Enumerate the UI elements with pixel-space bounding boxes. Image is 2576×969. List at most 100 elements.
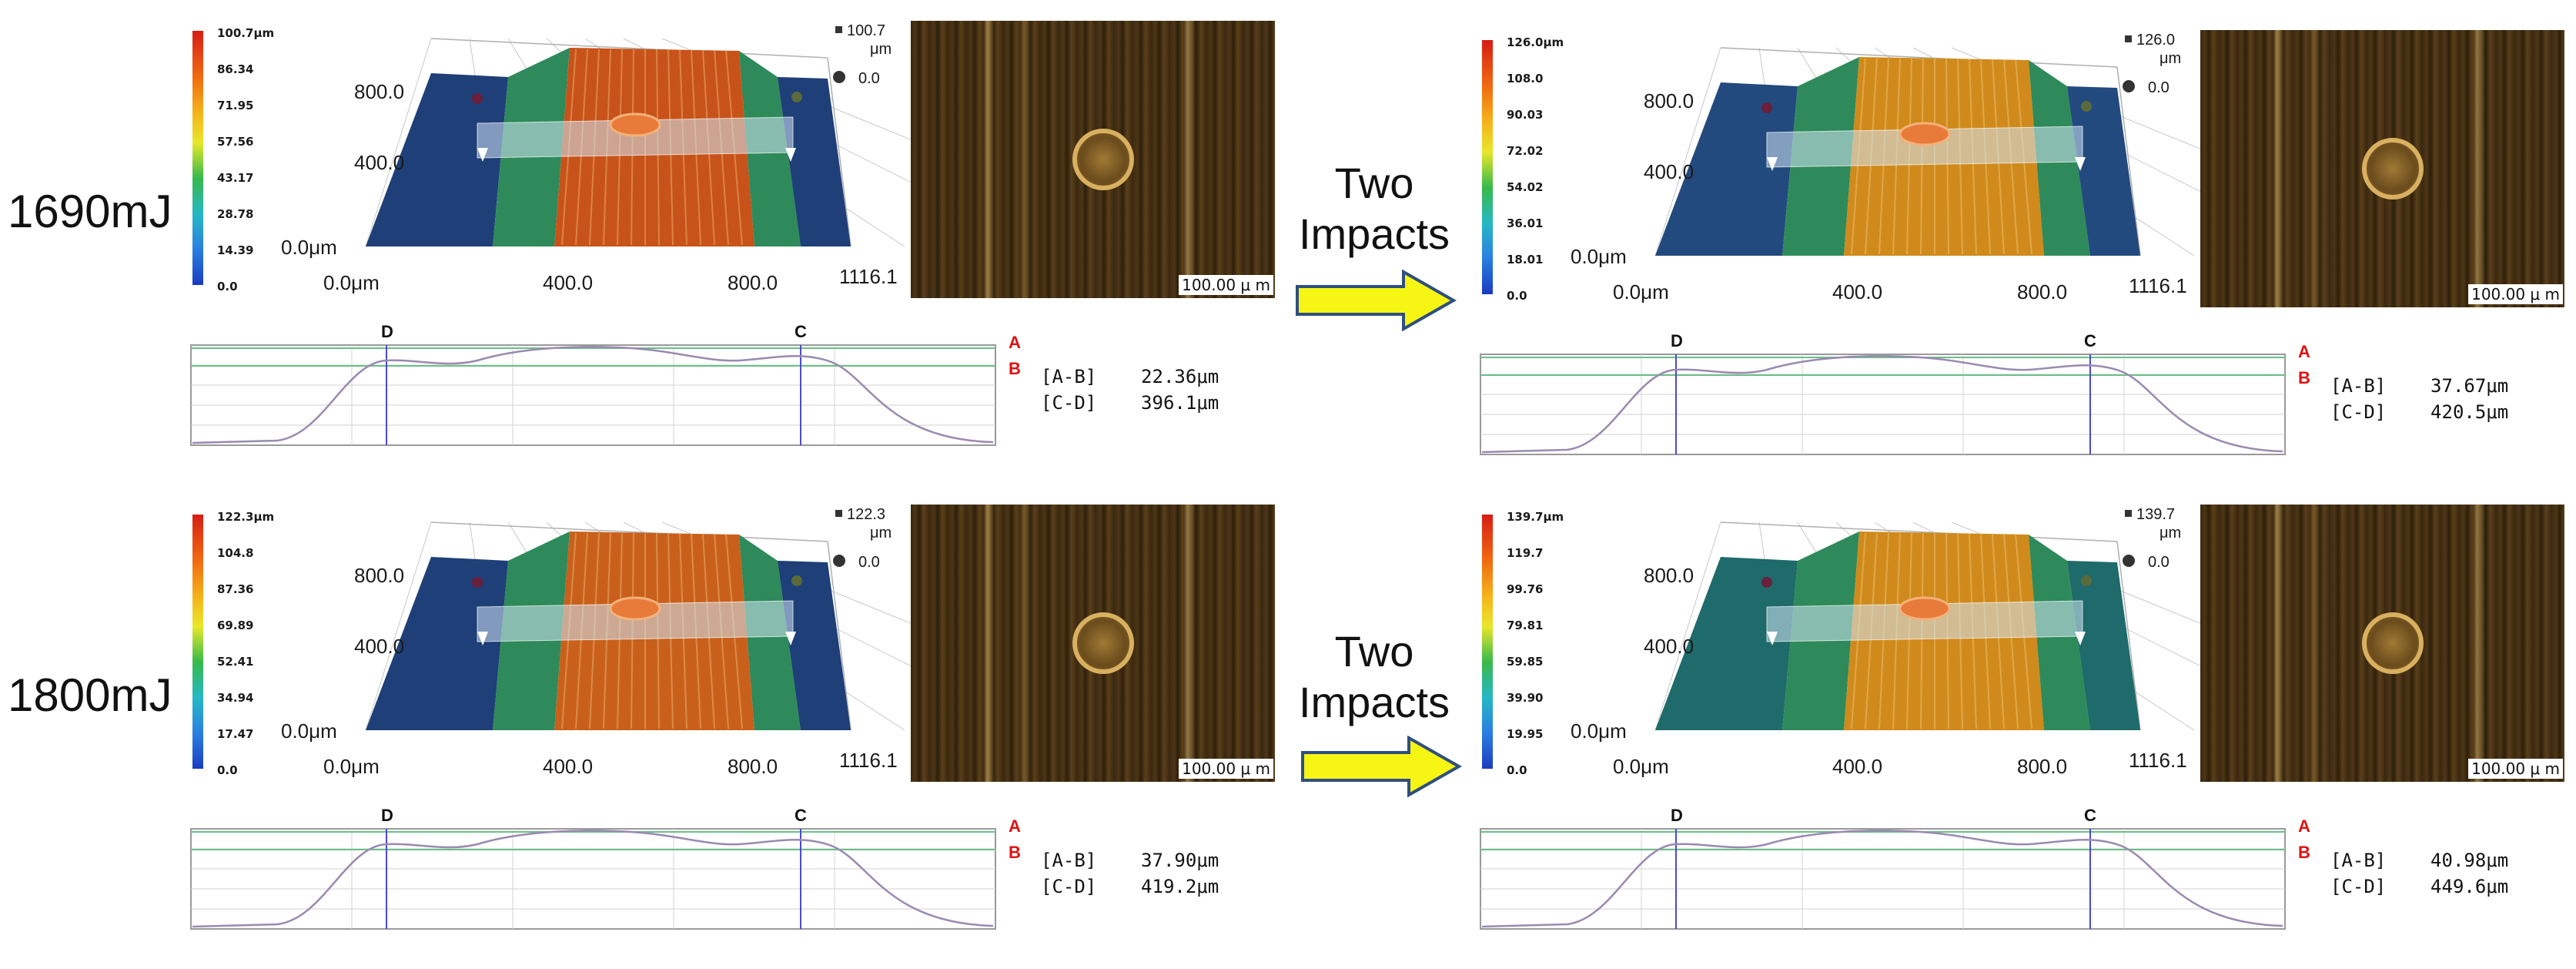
x-tick-label: 0.0μm — [323, 755, 380, 778]
marker-a-label: A — [1009, 816, 1021, 836]
section-arrow-icon — [1767, 157, 1778, 171]
impact-crater — [1072, 129, 1134, 190]
x-tick-label: 1116.1 — [2129, 749, 2187, 772]
measurement-readout: [A-B] 37.90μm [C-D] 419.2μm — [1041, 847, 1219, 900]
colorbar-tick-label: 54.02 — [1507, 180, 1544, 194]
colorbar-tick-label: 59.85 — [1507, 655, 1544, 669]
measurement-value: 22.36μm — [1141, 366, 1219, 387]
colorbar-tick-label: 28.78 — [217, 207, 254, 221]
scale-bar-label: 100.00 μ m — [1179, 759, 1273, 779]
impact-crater — [1072, 612, 1134, 674]
marker-b-label: B — [1009, 359, 1021, 378]
colorbar-tick-label: 108.0 — [1507, 72, 1544, 86]
colorbar-tick-label: 0.0 — [217, 280, 238, 293]
z-min-marker — [833, 555, 845, 567]
x-tick-label: 800.0 — [2017, 755, 2067, 778]
colorbar-tick-label: 17.47 — [217, 727, 254, 741]
colorbar-tick-label: 69.89 — [217, 619, 254, 632]
section-arrow-icon — [477, 632, 488, 645]
marker-d-label: D — [1671, 331, 1683, 350]
section-arrow-icon — [1767, 632, 1778, 645]
impact-dent — [609, 596, 661, 621]
marker-dot — [791, 575, 802, 586]
measurement-label: [A-B] — [1041, 850, 1097, 871]
z-unit-label: μm — [2159, 525, 2181, 542]
marker-a-label: A — [2298, 816, 2310, 836]
x-tick-label: 400.0 — [543, 755, 593, 778]
arrow-label-top: Two Impacts — [1298, 159, 1450, 258]
profile-curve — [192, 346, 994, 444]
z-max-marker — [2125, 35, 2132, 42]
measurement-label: [C-D] — [1041, 876, 1097, 897]
marker-c-label: C — [795, 322, 807, 341]
section-arrow-icon — [785, 148, 796, 162]
colorbar-tick-label: 36.01 — [1507, 216, 1544, 230]
colorbar-tick-label: 139.7μm — [1507, 510, 1564, 524]
marker-c-label: C — [795, 806, 807, 825]
x-tick-label: 0.0μm — [323, 271, 380, 294]
colorbar — [1482, 515, 1493, 769]
colorbar-tick-label: 72.02 — [1507, 144, 1544, 158]
z-unit-label: μm — [870, 41, 892, 58]
yellow-arrow-icon — [1296, 270, 1457, 331]
arrow-label-bottom: Two Impacts — [1298, 627, 1450, 726]
colorbar-tick-label: 104.8 — [217, 546, 254, 560]
colorbar-tick-label: 0.0 — [1507, 763, 1527, 777]
panel-1800mj-single: 122.3μm 104.8 87.36 69.89 52.41 34.94 17.47 0.0… — [0, 484, 1275, 946]
marker-b-label: B — [2298, 843, 2310, 862]
profile-curve — [1481, 830, 2283, 928]
height-profile-chart: D C AB — [1480, 331, 2310, 455]
y-tick-label: 400.0 — [354, 151, 404, 174]
microscope-photo: 100.00 μ m — [2200, 505, 2564, 782]
colorbar — [192, 515, 203, 769]
marker-c-label: C — [2084, 331, 2096, 350]
marker-d-label: D — [1671, 806, 1683, 825]
x-tick-label: 400.0 — [1832, 280, 1882, 303]
colorbar-tick-label: 57.56 — [217, 135, 254, 149]
colorbar-tick-label: 87.36 — [217, 582, 254, 596]
panel-1690mj-two-impacts: 126.0μm 108.0 90.03 72.02 54.02 36.01 18.01 0.0… — [1290, 9, 2564, 471]
measurement-value: 396.1μm — [1141, 392, 1219, 414]
x-tick-label: 1116.1 — [2129, 274, 2187, 297]
marker-dot — [1761, 102, 1772, 113]
z-unit-label: μm — [2159, 50, 2181, 67]
marker-d-label: D — [381, 322, 393, 341]
colorbar-tick-label: 0.0 — [1507, 289, 1527, 303]
profile-curve — [1481, 355, 2283, 454]
colorbar-tick-label: 19.95 — [1507, 727, 1544, 741]
colorbar-tick-label: 18.01 — [1507, 253, 1544, 267]
row-label-1800mj: 1800mJ — [8, 669, 172, 721]
microscope-photo: 100.00 μ m — [911, 505, 1275, 782]
profile-curve — [192, 830, 994, 928]
measurement-label: [C-D] — [2330, 876, 2387, 897]
y-tick-label: 800.0 — [1644, 89, 1694, 112]
measurement-label: [A-B] — [1041, 366, 1097, 387]
colorbar-tick-label: 71.95 — [217, 99, 254, 112]
colorbar-tick-label: 122.3μm — [217, 510, 275, 524]
x-tick-label: 0.0μm — [1613, 280, 1669, 303]
marker-b-label: B — [2298, 368, 2310, 387]
colorbar-tick-label: 90.03 — [1507, 108, 1544, 122]
measurement-readout: [A-B] 40.98μm [C-D] 449.6μm — [2330, 847, 2508, 900]
x-tick-label: 800.0 — [728, 755, 778, 778]
colorbar-tick-label: 52.41 — [217, 655, 254, 669]
marker-b-label: B — [1009, 843, 1021, 862]
colorbar-tick-label: 79.81 — [1507, 619, 1544, 632]
scale-bar-label: 100.00 μ m — [2468, 759, 2563, 779]
marker-c-label: C — [2084, 806, 2096, 825]
colorbar-tick-label: 39.90 — [1507, 691, 1544, 705]
y-tick-label: 0.0μm — [1571, 245, 1627, 268]
impact-crater — [2362, 138, 2424, 200]
marker-a-label: A — [2298, 342, 2310, 361]
measurement-value: 419.2μm — [1141, 876, 1219, 897]
row-label-1690mj: 1690mJ — [8, 186, 172, 237]
colorbar-tick-label: 99.76 — [1507, 582, 1544, 596]
x-tick-label: 400.0 — [543, 271, 593, 294]
colorbar-tick-label: 0.0 — [217, 763, 238, 777]
marker-dot — [2081, 575, 2092, 586]
z-min-label: 0.0 — [2148, 554, 2170, 571]
section-arrow-icon — [2075, 632, 2086, 645]
colorbar-tick-label: 34.94 — [217, 691, 254, 705]
